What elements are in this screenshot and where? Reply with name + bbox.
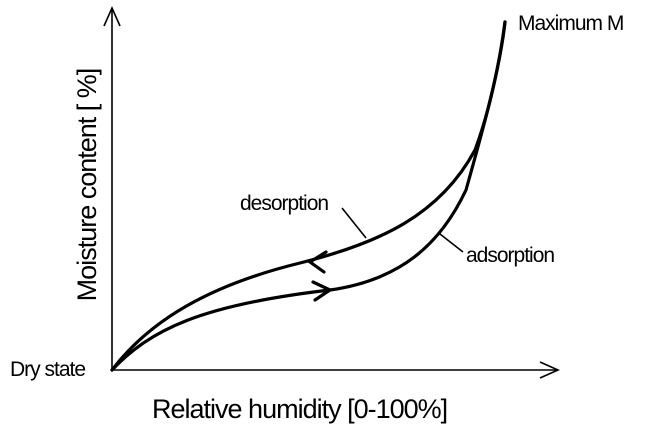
dry-state-label: Dry state xyxy=(10,358,85,381)
y-axis-label: Moisture content [ %] xyxy=(72,69,102,302)
x-axis-label: Relative humidity [0-100%] xyxy=(152,394,447,424)
desorption-arrow xyxy=(307,250,328,274)
x-axis-arrow xyxy=(539,361,560,379)
adsorption-curve xyxy=(110,20,507,372)
desorption-label: desorption xyxy=(240,192,328,215)
desorption-leader xyxy=(341,207,367,239)
y-axis-arrow xyxy=(103,6,121,27)
adsorption-label: adsorption xyxy=(466,244,554,267)
adsorption-leader xyxy=(439,233,464,253)
adsorption-arrow xyxy=(311,280,334,302)
maximum-label: Maximum M xyxy=(518,12,623,35)
